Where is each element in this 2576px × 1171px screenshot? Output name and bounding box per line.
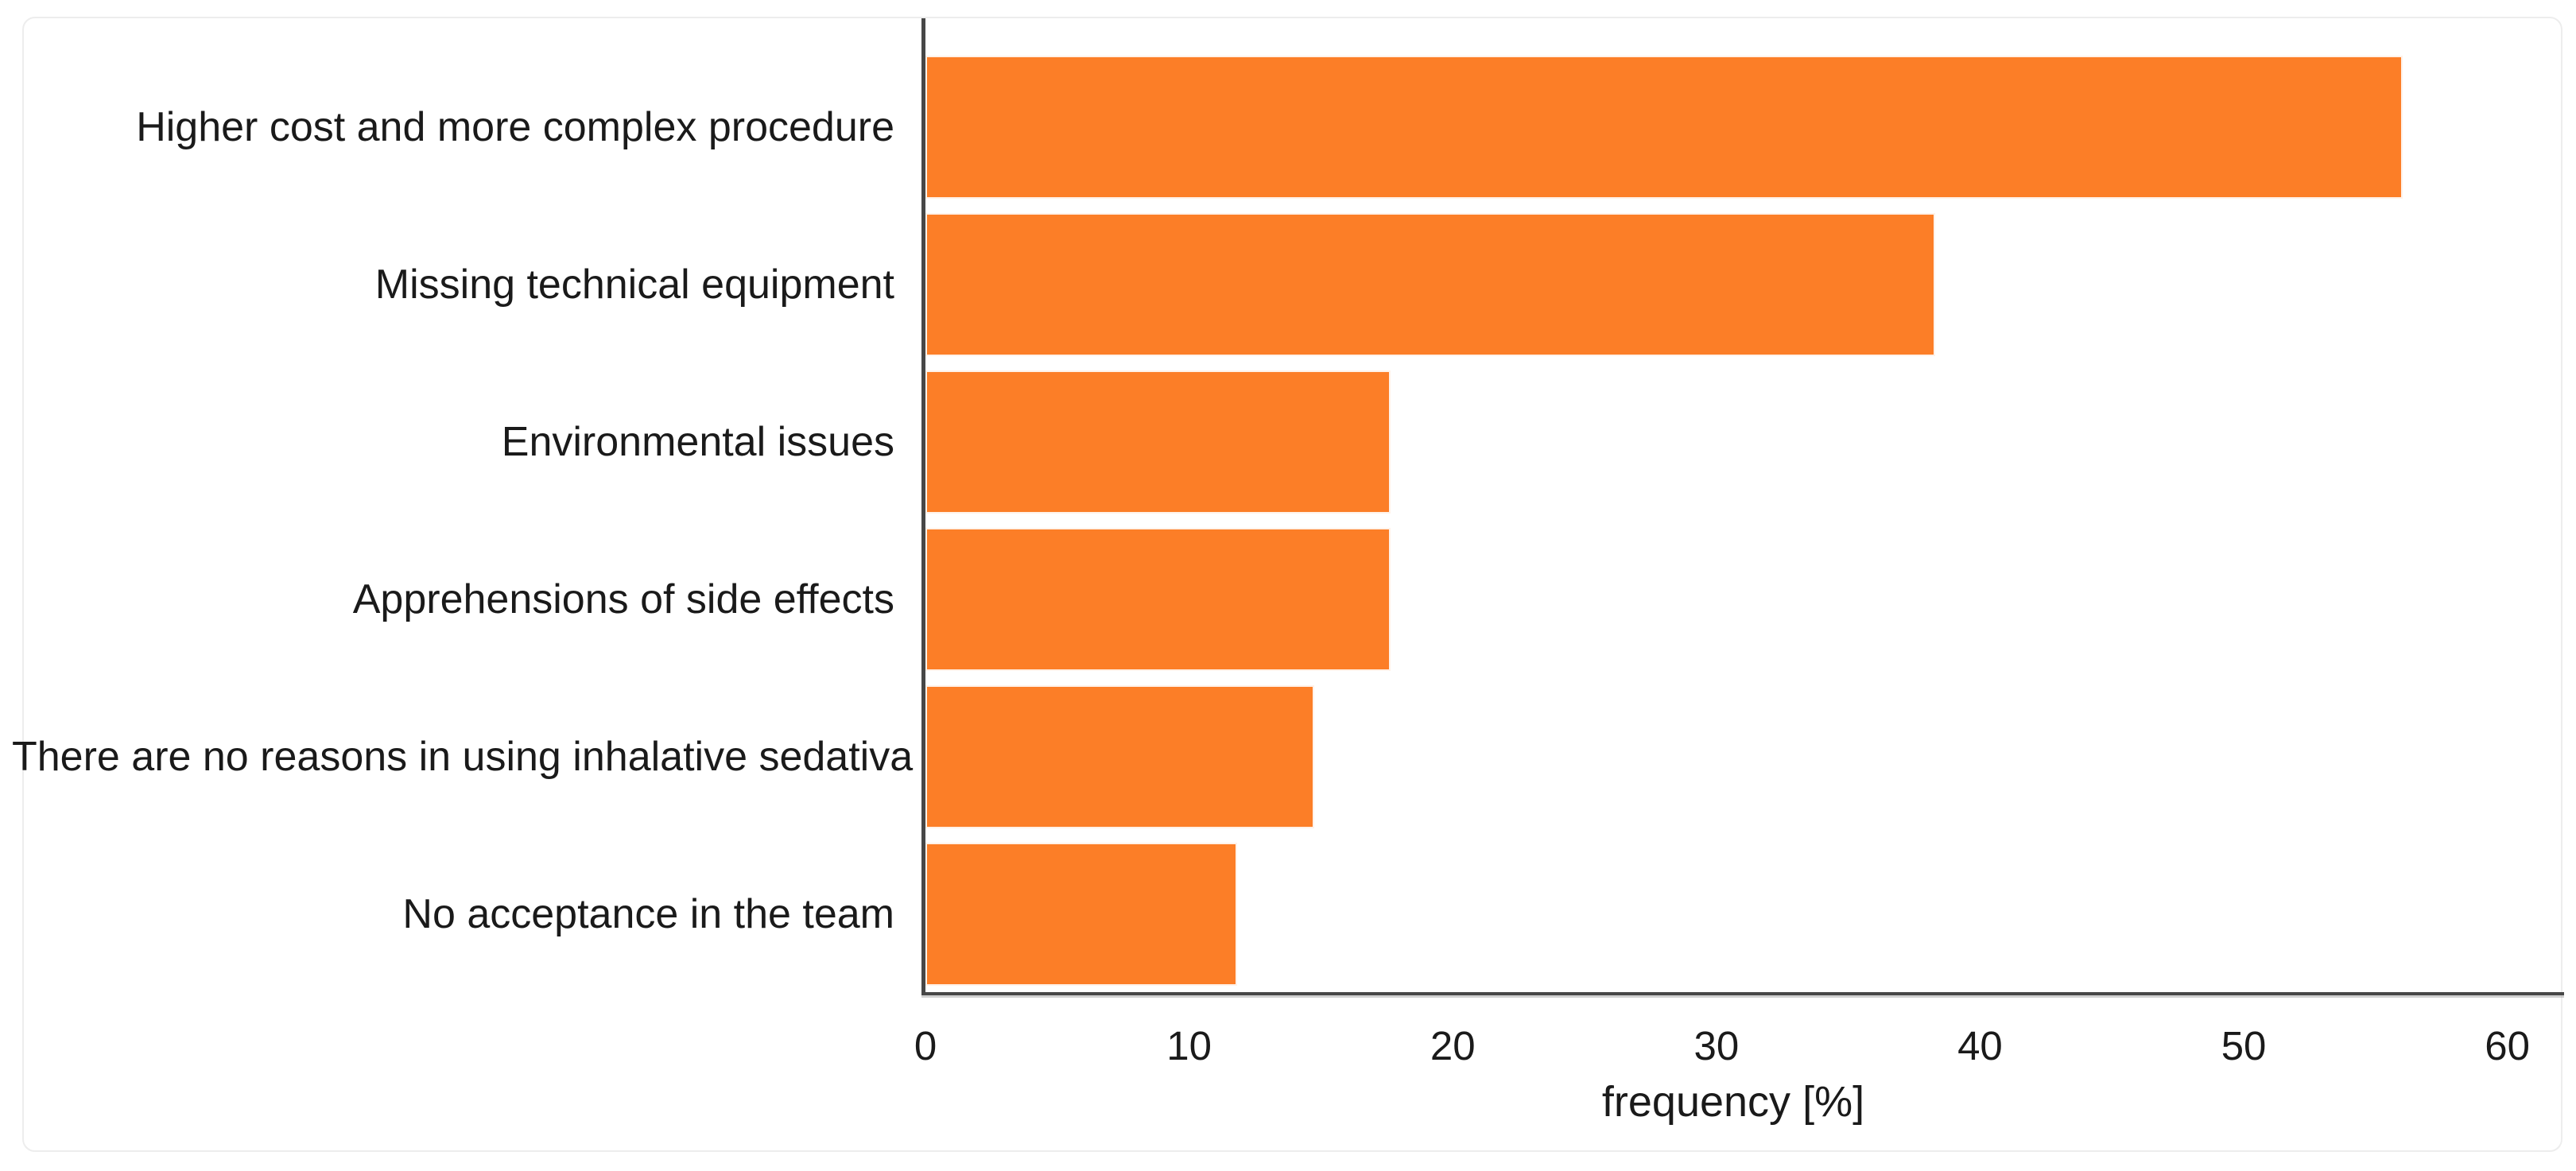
bar-0 [925, 56, 2403, 199]
x-tick-label-50: 50 [2221, 1023, 2267, 1068]
x-tick-label-30: 30 [1693, 1023, 1740, 1068]
x-axis-label: frequency [%] [1601, 1078, 1865, 1126]
bar-5 [925, 843, 1238, 986]
x-tick-label-0: 0 [914, 1023, 937, 1068]
category-label-5: No acceptance in the team [402, 891, 894, 937]
bar-2 [925, 370, 1391, 514]
x-tick-label-60: 60 [2485, 1023, 2531, 1068]
bar-4 [925, 685, 1314, 828]
category-label-0: Higher cost and more complex procedure [136, 104, 894, 150]
x-tick-label-10: 10 [1166, 1023, 1212, 1068]
x-tick-label-20: 20 [1430, 1023, 1476, 1068]
x-tick-label-40: 40 [1957, 1023, 2003, 1068]
category-label-3: Apprehensions of side effects [352, 576, 894, 622]
category-label-1: Missing technical equipment [374, 262, 894, 308]
bar-1 [925, 213, 1935, 356]
category-label-4: There are no reasons in using inhalative… [12, 734, 914, 780]
bar-3 [925, 528, 1391, 671]
plot-area [921, 18, 2564, 995]
category-label-2: Environmental issues [501, 419, 894, 465]
